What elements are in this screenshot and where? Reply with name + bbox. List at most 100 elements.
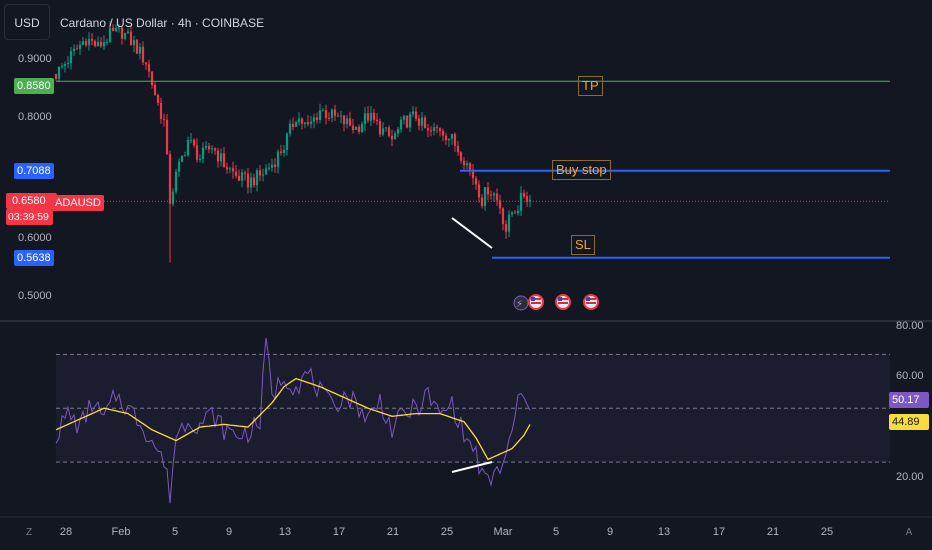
quote-currency-button[interactable]: USD [4, 4, 50, 40]
candle-body-22 [120, 27, 124, 39]
candle-body-136 [462, 160, 466, 166]
candle-body-88 [318, 110, 322, 121]
us-flag-stripe-b-0 [531, 302, 541, 304]
candle-body-54 [216, 150, 220, 162]
price-tick-2: 0.6000 [18, 232, 52, 244]
candle-body-121 [417, 118, 421, 126]
candle-body-102 [360, 124, 364, 132]
candle-body-111 [387, 127, 391, 136]
x-tick-6: 21 [386, 526, 400, 538]
candle-body-138 [468, 163, 472, 170]
candle-body-80 [294, 122, 298, 127]
candle-body-84 [306, 122, 310, 125]
candle-body-18 [108, 27, 112, 42]
candle-body-15 [99, 41, 103, 47]
candle-body-73 [273, 164, 277, 167]
candle-body-103 [363, 113, 367, 125]
candle-body-113 [393, 133, 397, 140]
candle-body-65 [249, 177, 253, 188]
candle-body-129 [441, 130, 445, 136]
candle-body-99 [351, 125, 355, 130]
rsi-tick-20: 20.00 [896, 471, 924, 483]
candle-body-122 [420, 117, 424, 126]
rsi-tick-60: 60.00 [896, 370, 924, 382]
price-tick-1: 0.8000 [18, 111, 52, 123]
candle-body-109 [381, 128, 385, 135]
candle-body-115 [399, 119, 403, 130]
candle-body-141 [477, 184, 481, 198]
candle-body-52 [210, 148, 214, 150]
rsi-ma-line [55, 377, 531, 461]
candle-body-74 [276, 151, 280, 167]
us-flag-canton-2 [586, 297, 590, 301]
candle-body-63 [243, 172, 247, 174]
us-flag-stripe-b-1 [558, 302, 568, 304]
rsi-ma-value-badge: 44.89 [889, 414, 929, 430]
candle-body-83 [303, 122, 307, 124]
candle-body-142 [480, 197, 484, 207]
candle-body-93 [333, 109, 337, 116]
candle-body-14 [96, 41, 100, 47]
candle-body-20 [114, 28, 118, 32]
candle-body-66 [252, 177, 256, 186]
candle-body-6 [72, 48, 76, 52]
candle-body-70 [264, 168, 268, 175]
candle-body-130 [444, 135, 448, 141]
candle-body-139 [471, 169, 475, 179]
candle-body-94 [336, 115, 340, 117]
candle-body-10 [84, 41, 88, 46]
x-tick-2: 5 [171, 526, 179, 538]
candle-body-86 [312, 117, 316, 122]
candle-body-97 [345, 118, 349, 125]
candle-body-71 [267, 167, 271, 169]
candle-body-21 [117, 27, 121, 29]
candle-body-45 [189, 139, 193, 141]
sl-price-badge: 0.5638 [14, 250, 54, 266]
candle-body-78 [288, 123, 292, 134]
candle-body-32 [150, 71, 154, 85]
candle-body-24 [126, 31, 130, 34]
candle-body-53 [213, 148, 217, 151]
candle-body-76 [282, 149, 286, 154]
candle-body-135 [459, 152, 463, 161]
chart-title: Cardano / US Dollar · 4h · COINBASE [60, 16, 265, 30]
candle-body-56 [222, 153, 226, 168]
candle-body-38 [168, 154, 172, 204]
candle-body-34 [156, 94, 160, 103]
candle-body-131 [447, 138, 451, 141]
candle-body-146 [492, 193, 496, 196]
candle-body-120 [414, 111, 418, 119]
candle-body-134 [456, 145, 460, 153]
lightning-glyph: ⚡ [516, 299, 523, 310]
candle-body-151 [507, 214, 511, 232]
x-tick-3: 9 [225, 526, 233, 538]
candle-body-145 [489, 194, 493, 196]
candle-body-152 [510, 212, 514, 215]
zoom-toggle[interactable]: Z [25, 527, 33, 538]
sl-annotation[interactable]: SL [571, 235, 595, 255]
candle-body-60 [234, 171, 238, 176]
candle-body-64 [246, 173, 250, 188]
candle-body-127 [435, 127, 439, 129]
candle-body-91 [327, 117, 331, 119]
candle-body-106 [372, 112, 376, 120]
candle-body-132 [450, 134, 454, 139]
candle-body-62 [240, 172, 244, 181]
candle-body-104 [366, 113, 370, 121]
rsi-divergence-line [451, 461, 493, 473]
candle-body-47 [195, 145, 199, 160]
candle-body-48 [198, 159, 202, 161]
buy-stop-annotation[interactable]: Buy stop [552, 160, 611, 180]
candle-body-118 [408, 114, 412, 128]
candle-body-40 [174, 171, 178, 192]
candle-body-41 [177, 161, 181, 172]
candle-body-108 [378, 121, 382, 135]
candle-body-148 [498, 200, 502, 209]
price-divergence-line [451, 217, 493, 249]
candle-body-149 [501, 208, 505, 225]
auto-scale-toggle[interactable]: A [905, 527, 913, 538]
tp-annotation[interactable]: TP [578, 76, 603, 96]
candle-body-43 [183, 155, 187, 157]
